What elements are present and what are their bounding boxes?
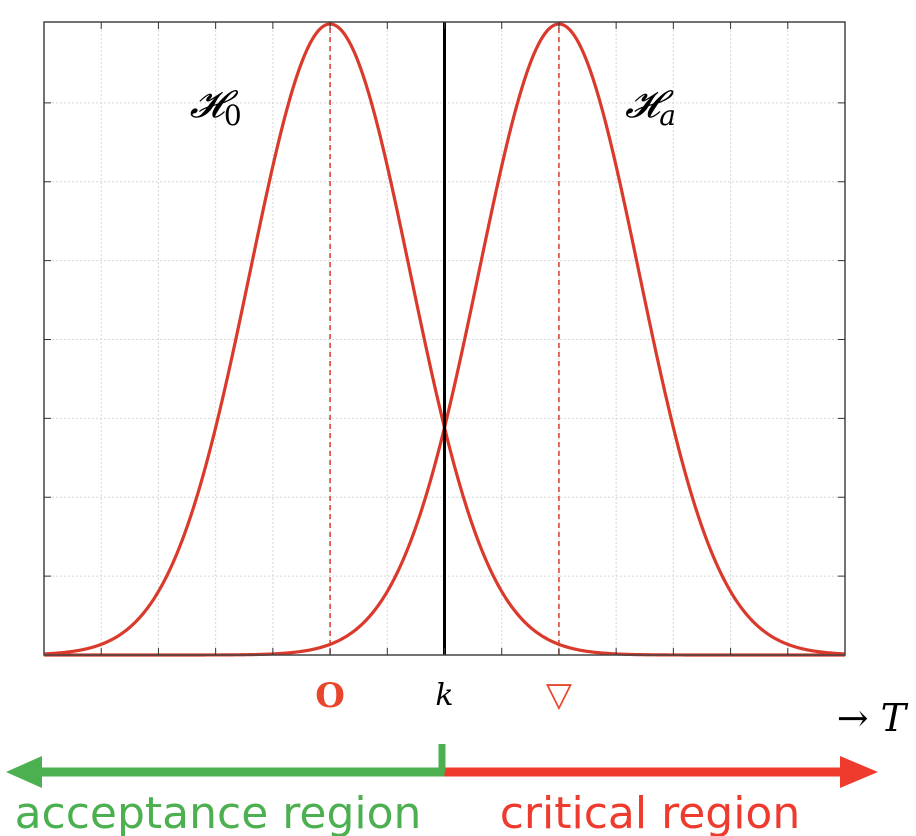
null-mean-marker: O	[315, 676, 345, 716]
region-arrows	[6, 744, 878, 788]
critical-region-label: critical region	[500, 788, 801, 836]
critical-arrow-head	[840, 756, 878, 788]
axis-label-T: → T	[837, 696, 909, 740]
axis-ticks	[44, 22, 845, 655]
mean-dashed-lines	[329, 28, 560, 655]
acceptance-arrow-head	[6, 756, 42, 788]
alt-mean-marker: ▽	[546, 675, 573, 715]
acceptance-region-label: acceptance region	[15, 788, 422, 836]
threshold-notch	[438, 744, 446, 772]
threshold-k-label: k	[435, 678, 453, 713]
